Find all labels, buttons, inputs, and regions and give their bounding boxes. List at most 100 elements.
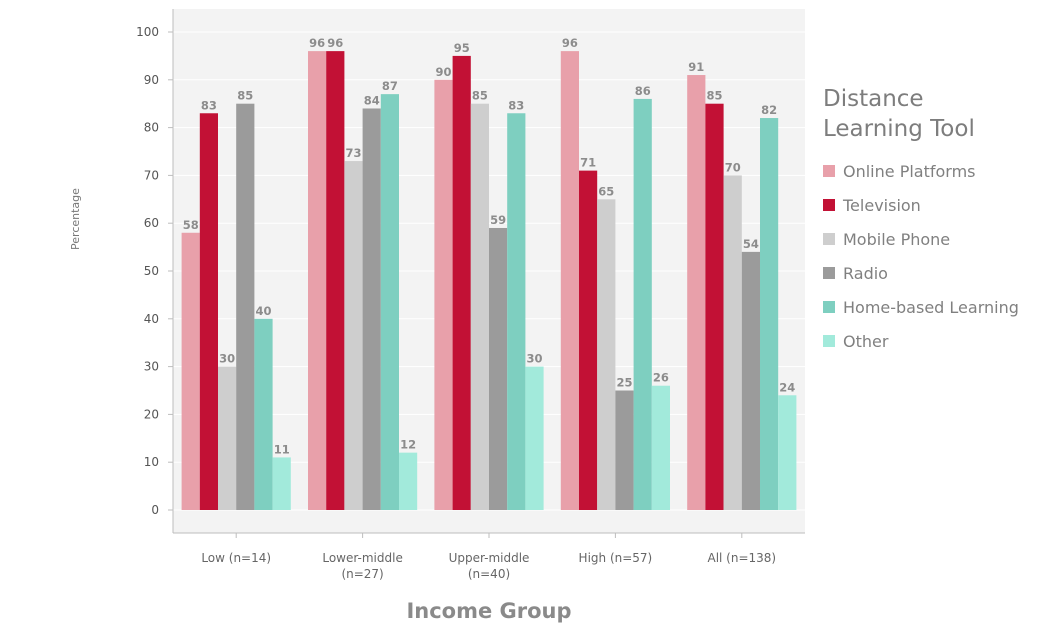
bar bbox=[760, 118, 779, 510]
bar bbox=[236, 103, 255, 510]
legend-title-line-1: Distance bbox=[823, 86, 924, 112]
bar bbox=[597, 199, 616, 511]
bar-value-label: 85 bbox=[706, 89, 722, 103]
y-tick-label: 10 bbox=[144, 455, 159, 469]
x-tick-label: All (n=138) bbox=[707, 551, 776, 565]
y-tick-label: 60 bbox=[144, 216, 159, 230]
bar-value-label: 83 bbox=[508, 98, 524, 112]
legend-label: Online Platforms bbox=[843, 161, 976, 181]
bar bbox=[380, 94, 399, 510]
bar bbox=[452, 55, 471, 511]
bar-value-label: 84 bbox=[364, 93, 380, 107]
legend-item: Home-based Learning bbox=[823, 290, 1033, 324]
x-tick-label-line: Lower-middle bbox=[322, 551, 402, 565]
bar-value-label: 30 bbox=[526, 352, 542, 366]
x-tick-label-line: (n=40) bbox=[468, 567, 510, 581]
legend-title: Distance Learning Tool bbox=[823, 84, 1033, 144]
legend-label: Other bbox=[843, 331, 889, 351]
x-tick-label-line: Low (n=14) bbox=[201, 551, 271, 565]
bar bbox=[362, 108, 381, 510]
bar bbox=[199, 113, 218, 510]
y-tick-label: 100 bbox=[136, 25, 159, 39]
bar bbox=[723, 175, 742, 510]
bar-value-label: 26 bbox=[653, 371, 669, 385]
y-tick-label: 70 bbox=[144, 168, 159, 182]
bar bbox=[705, 103, 724, 510]
x-tick-label: Upper-middle (n=40) bbox=[449, 551, 530, 581]
x-tick-label: Lower-middle (n=27) bbox=[322, 551, 402, 581]
bar bbox=[507, 113, 526, 510]
legend-swatch bbox=[823, 199, 835, 211]
bar-value-label: 86 bbox=[635, 84, 651, 98]
legend-swatch bbox=[823, 301, 835, 313]
legend-item: Radio bbox=[823, 256, 1033, 290]
bar-value-label: 25 bbox=[616, 376, 632, 390]
legend-item: Online Platforms bbox=[823, 154, 1033, 188]
y-tick-label: 0 bbox=[151, 503, 159, 517]
bar-value-label: 70 bbox=[725, 160, 741, 174]
bar-value-label: 65 bbox=[598, 184, 614, 198]
y-tick-label: 50 bbox=[144, 264, 159, 278]
x-tick-label-line: Upper-middle bbox=[449, 551, 530, 565]
x-tick-label-line: High (n=57) bbox=[579, 551, 653, 565]
bar-value-label: 24 bbox=[779, 380, 795, 394]
bar-value-label: 40 bbox=[255, 304, 271, 318]
x-tick-label-line: (n=27) bbox=[341, 567, 383, 581]
bar-value-label: 85 bbox=[472, 89, 488, 103]
bar bbox=[525, 366, 544, 510]
x-tick-label: High (n=57) bbox=[579, 551, 653, 565]
bar bbox=[344, 161, 363, 510]
x-axis-title: Income Group bbox=[406, 599, 571, 623]
bar-value-label: 11 bbox=[274, 442, 290, 456]
y-tick-label: 40 bbox=[144, 312, 159, 326]
bar-value-label: 59 bbox=[490, 213, 506, 227]
bar-value-label: 85 bbox=[237, 89, 253, 103]
bar-value-label: 96 bbox=[562, 36, 578, 50]
legend-label: Radio bbox=[843, 263, 888, 283]
bar bbox=[741, 251, 760, 510]
bar bbox=[181, 232, 200, 510]
y-tick-label: 80 bbox=[144, 121, 159, 135]
bar bbox=[579, 170, 598, 510]
bar bbox=[615, 390, 634, 510]
bar bbox=[218, 366, 237, 510]
y-axis-title: Percentage bbox=[69, 188, 82, 250]
y-tick-label: 20 bbox=[144, 407, 159, 421]
bar bbox=[470, 103, 489, 510]
y-tick-label: 90 bbox=[144, 73, 159, 87]
bar bbox=[489, 227, 508, 511]
legend-title-line-2: Learning Tool bbox=[823, 116, 975, 142]
bar-value-label: 71 bbox=[580, 156, 596, 170]
legend-items: Online Platforms Television Mobile Phone Ra… bbox=[823, 154, 1033, 358]
bar-value-label: 58 bbox=[183, 218, 199, 232]
y-tick-label: 30 bbox=[144, 360, 159, 374]
bar-value-label: 90 bbox=[435, 65, 451, 79]
bar bbox=[399, 452, 418, 510]
legend-swatch bbox=[823, 165, 835, 177]
bar bbox=[687, 75, 706, 511]
legend-item: Other bbox=[823, 324, 1033, 358]
bar bbox=[434, 79, 453, 511]
legend-swatch bbox=[823, 233, 835, 245]
bar bbox=[254, 318, 273, 510]
bar-value-label: 96 bbox=[309, 36, 325, 50]
bar-value-label: 73 bbox=[345, 146, 361, 160]
bar-value-label: 30 bbox=[219, 352, 235, 366]
legend-label: Television bbox=[843, 195, 921, 215]
bar bbox=[326, 51, 345, 511]
legend-label: Home-based Learning bbox=[843, 297, 1019, 317]
bar bbox=[560, 51, 579, 511]
bar-value-label: 54 bbox=[743, 237, 759, 251]
bar-value-label: 12 bbox=[400, 438, 416, 452]
bar-value-label: 87 bbox=[382, 79, 398, 93]
legend-swatch bbox=[823, 267, 835, 279]
bar-value-label: 91 bbox=[688, 60, 704, 74]
bar bbox=[272, 457, 291, 510]
bar-value-label: 83 bbox=[201, 98, 217, 112]
x-tick-label: Low (n=14) bbox=[201, 551, 271, 565]
bar-value-label: 82 bbox=[761, 103, 777, 117]
legend-swatch bbox=[823, 335, 835, 347]
x-tick-label-line: All (n=138) bbox=[707, 551, 776, 565]
